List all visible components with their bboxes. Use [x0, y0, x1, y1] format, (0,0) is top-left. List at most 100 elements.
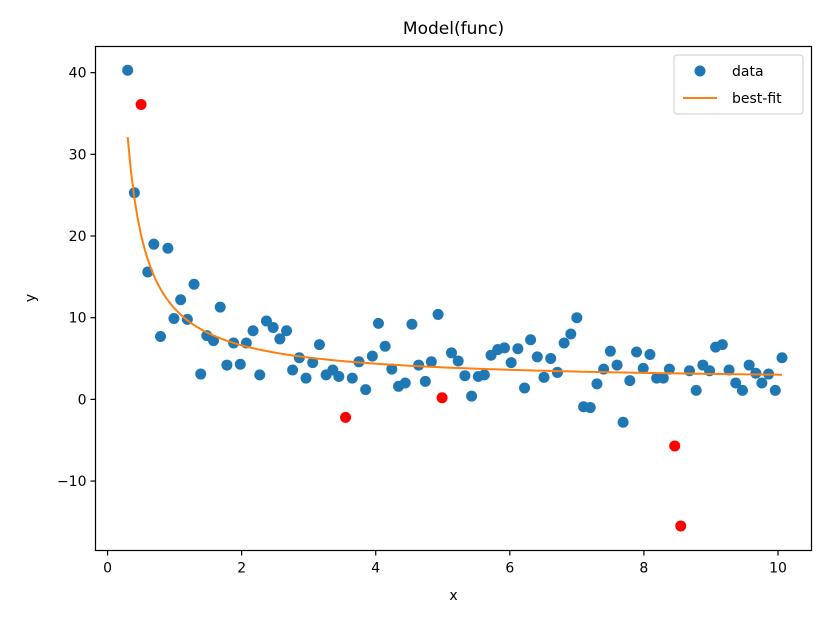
data-point — [723, 364, 735, 376]
plot-area — [94, 45, 813, 552]
data-point — [281, 325, 293, 337]
y-tick-label: 0 — [78, 392, 87, 408]
data-point — [769, 384, 781, 396]
data-point — [366, 350, 378, 362]
outlier-point — [340, 411, 352, 423]
data-point — [776, 352, 788, 364]
outlier-point — [436, 392, 448, 404]
data-point — [519, 382, 531, 394]
data-point — [399, 377, 411, 389]
data-point — [558, 337, 570, 349]
y-tick-label: 40 — [69, 66, 87, 82]
data-point — [207, 335, 219, 347]
data-point — [300, 372, 312, 384]
data-point — [379, 340, 391, 352]
outlier-point — [135, 98, 147, 110]
outlier-point — [675, 520, 687, 532]
data-point — [624, 375, 636, 387]
best-fit-curve — [126, 136, 783, 376]
data-point — [545, 353, 557, 365]
data-point — [637, 362, 649, 374]
data-point — [750, 367, 762, 379]
data-point — [360, 384, 372, 396]
data-point — [538, 371, 550, 383]
data-point — [148, 238, 160, 250]
x-tick-label: 6 — [505, 561, 514, 577]
data-point — [565, 328, 577, 340]
data-point — [247, 325, 259, 337]
y-tick-label: −10 — [57, 474, 87, 490]
data-point — [604, 345, 616, 357]
data-point — [505, 357, 517, 369]
data-point — [122, 64, 134, 76]
data-point — [432, 308, 444, 320]
data-point — [445, 347, 457, 359]
x-tick-label: 4 — [371, 561, 380, 577]
data-point — [425, 356, 437, 368]
data-point — [386, 363, 398, 375]
data-point — [313, 339, 325, 351]
legend-data-label: data — [732, 64, 764, 80]
data-point — [195, 368, 207, 380]
data-point — [168, 313, 180, 325]
y-tick-label: 10 — [69, 311, 87, 327]
data-point — [617, 416, 629, 428]
data-point — [531, 351, 543, 363]
x-tick-label: 8 — [639, 561, 648, 577]
data-point — [287, 364, 299, 376]
y-axis-title: y — [23, 294, 39, 302]
data-point — [221, 359, 233, 371]
data-point — [307, 357, 319, 369]
data-point — [498, 342, 510, 354]
data-point — [644, 348, 656, 360]
data-point — [584, 402, 596, 414]
data-point — [611, 359, 623, 371]
x-tick-label: 10 — [769, 561, 787, 577]
y-tick-label: 20 — [69, 229, 87, 245]
data-point — [419, 375, 431, 387]
y-axis: −10 0 10 20 30 40 — [57, 66, 96, 490]
data-point — [162, 242, 174, 254]
data-point — [743, 359, 755, 371]
plot-frame — [94, 45, 813, 552]
data-point — [716, 339, 728, 351]
data-point — [571, 312, 583, 324]
data-point — [756, 377, 768, 389]
data-point — [478, 369, 490, 381]
data-point — [406, 318, 418, 330]
x-axis-title: x — [449, 588, 457, 604]
data-point — [551, 366, 563, 378]
data-point — [466, 390, 478, 402]
data-point — [234, 358, 246, 370]
data-point — [690, 384, 702, 396]
data-point — [525, 334, 537, 346]
x-tick-label: 0 — [103, 561, 112, 577]
data-point — [730, 377, 742, 389]
data-point — [188, 278, 200, 290]
data-point — [657, 372, 669, 384]
data-point — [254, 369, 266, 381]
x-axis: 0 2 4 6 8 10 — [103, 550, 787, 577]
data-point — [459, 370, 471, 382]
outlier-point — [669, 440, 681, 452]
data-point — [736, 384, 748, 396]
data-point — [663, 363, 675, 375]
data-point — [631, 346, 643, 358]
data-point — [274, 333, 286, 345]
data-point — [512, 343, 524, 355]
legend-box — [673, 54, 804, 115]
legend-data-marker — [694, 65, 706, 77]
data-point — [413, 359, 425, 371]
legend: data best-fit — [673, 54, 804, 115]
data-point — [333, 371, 345, 383]
data-point — [346, 372, 358, 384]
data-point — [591, 378, 603, 390]
data-point — [293, 352, 305, 364]
data-point — [267, 321, 279, 333]
data-point — [214, 301, 226, 313]
data-point — [452, 355, 464, 367]
series-layer — [122, 64, 788, 532]
data-point — [175, 294, 187, 306]
data-point — [372, 317, 384, 329]
